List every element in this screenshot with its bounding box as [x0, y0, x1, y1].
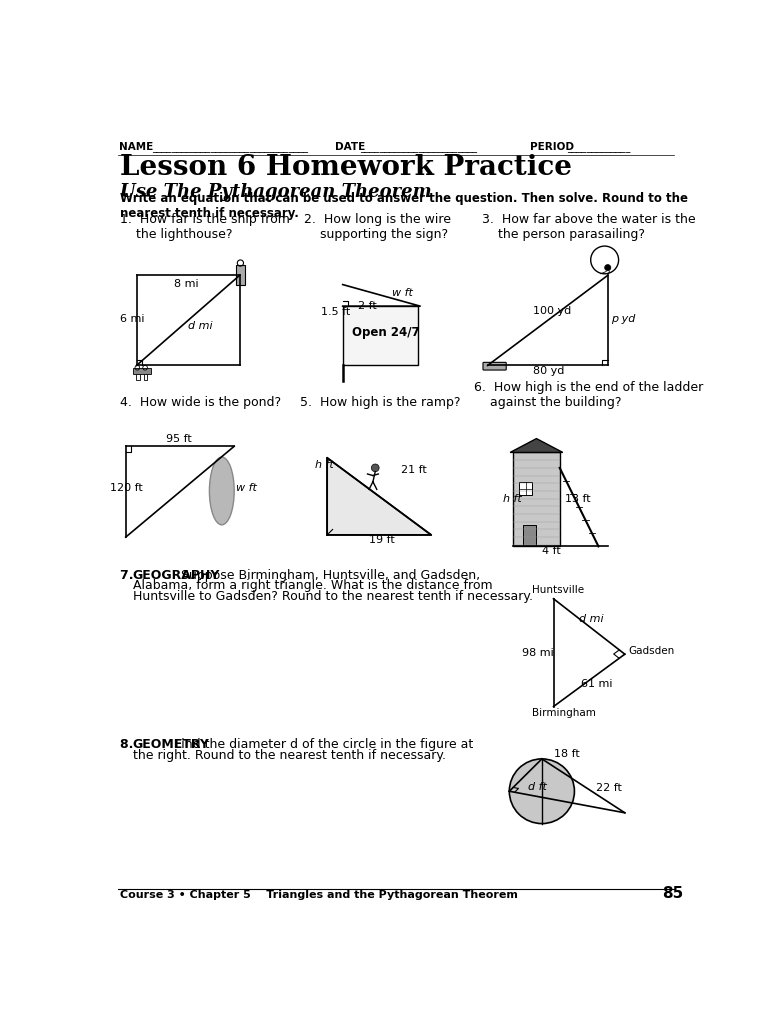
Text: 19 ft: 19 ft — [369, 536, 395, 546]
Ellipse shape — [209, 457, 234, 525]
Text: 85: 85 — [662, 886, 683, 901]
Text: d mi: d mi — [579, 613, 604, 624]
Text: 1.  How far is the ship from
    the lighthouse?: 1. How far is the ship from the lighthou… — [119, 213, 290, 242]
Text: h ft: h ft — [503, 494, 522, 504]
Bar — [143, 374, 147, 380]
Text: Use The Pythagorean Theorem: Use The Pythagorean Theorem — [119, 183, 431, 201]
Text: ________________________________: ________________________________ — [152, 142, 308, 153]
Text: NAME: NAME — [119, 142, 154, 152]
Text: 6.  How high is the end of the ladder
    against the building?: 6. How high is the end of the ladder aga… — [474, 381, 704, 410]
Text: 95 ft: 95 ft — [166, 433, 192, 443]
Text: 6 mi: 6 mi — [119, 313, 144, 324]
Bar — [513, 453, 560, 547]
Text: 3.  How far above the water is the
    the person parasailing?: 3. How far above the water is the the pe… — [482, 213, 696, 242]
Text: 100 yd: 100 yd — [533, 306, 571, 315]
Text: p yd: p yd — [611, 313, 635, 324]
FancyBboxPatch shape — [483, 362, 506, 370]
Text: 7.: 7. — [119, 568, 137, 582]
Bar — [343, 306, 418, 366]
Text: 13 ft: 13 ft — [565, 494, 591, 504]
Circle shape — [509, 759, 574, 823]
Text: Gadsden: Gadsden — [628, 646, 675, 656]
Bar — [520, 482, 532, 495]
Text: 2.  How long is the wire
    supporting the sign?: 2. How long is the wire supporting the s… — [304, 213, 451, 242]
Text: Course 3 • Chapter 5    Triangles and the Pythagorean Theorem: Course 3 • Chapter 5 Triangles and the P… — [119, 890, 517, 900]
Bar — [236, 265, 245, 285]
Text: w ft: w ft — [392, 288, 413, 298]
Text: 2 ft: 2 ft — [358, 301, 377, 311]
Text: 1.5 ft: 1.5 ft — [321, 306, 350, 316]
Text: Birmingham: Birmingham — [532, 708, 596, 718]
Text: 5.  How high is the ramp?: 5. How high is the ramp? — [300, 396, 460, 410]
Text: w ft: w ft — [236, 483, 256, 493]
Polygon shape — [510, 438, 563, 453]
Text: 8 mi: 8 mi — [174, 279, 199, 289]
Text: Huntsville to Gadsden? Round to the nearest tenth if necessary.: Huntsville to Gadsden? Round to the near… — [132, 590, 533, 603]
Bar — [133, 368, 150, 374]
Text: 4 ft: 4 ft — [542, 546, 561, 556]
Text: DATE: DATE — [335, 142, 365, 152]
Text: _____________: _____________ — [567, 142, 631, 153]
Text: 120 ft: 120 ft — [110, 483, 143, 493]
Text: Huntsville: Huntsville — [532, 585, 584, 595]
Text: Alabama, form a right triangle. What is the distance from: Alabama, form a right triangle. What is … — [132, 580, 492, 593]
Text: Lesson 6 Homework Practice: Lesson 6 Homework Practice — [119, 155, 571, 181]
Bar — [523, 525, 537, 547]
Polygon shape — [327, 458, 431, 535]
Text: 22 ft: 22 ft — [596, 783, 622, 794]
Circle shape — [371, 464, 379, 472]
Text: PERIOD: PERIOD — [531, 142, 574, 152]
Text: Open 24/7: Open 24/7 — [352, 327, 420, 339]
Text: Write an equation that can be used to answer the question. Then solve. Round to : Write an equation that can be used to an… — [119, 191, 688, 220]
Text: Suppose Birmingham, Huntsville, and Gadsden,: Suppose Birmingham, Huntsville, and Gads… — [181, 568, 480, 582]
Circle shape — [604, 264, 611, 270]
Text: 61 mi: 61 mi — [581, 679, 612, 688]
Text: 18 ft: 18 ft — [554, 749, 579, 759]
Bar — [136, 374, 139, 380]
Text: the right. Round to the nearest tenth if necessary.: the right. Round to the nearest tenth if… — [132, 749, 446, 762]
Text: 4.  How wide is the pond?: 4. How wide is the pond? — [119, 396, 280, 410]
Text: 8.: 8. — [119, 738, 137, 752]
Text: 80 yd: 80 yd — [533, 366, 564, 376]
Text: ________________________: ________________________ — [360, 142, 477, 153]
Text: h ft: h ft — [315, 460, 333, 470]
Text: d mi: d mi — [188, 322, 213, 331]
Text: d ft: d ft — [528, 781, 547, 792]
Text: 98 mi: 98 mi — [523, 648, 554, 657]
Text: 21 ft: 21 ft — [401, 465, 427, 475]
Text: GEOMETRY: GEOMETRY — [132, 738, 209, 752]
Text: GEOGRAPHY: GEOGRAPHY — [132, 568, 220, 582]
Text: Find the diameter d of the circle in the figure at: Find the diameter d of the circle in the… — [176, 738, 474, 752]
